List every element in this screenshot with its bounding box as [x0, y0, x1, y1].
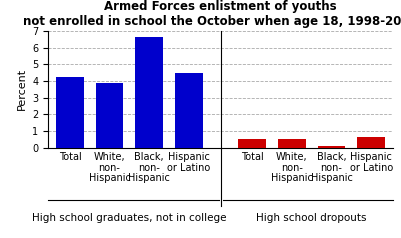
- Bar: [56, 77, 84, 148]
- Text: High school dropouts: High school dropouts: [257, 213, 367, 223]
- Bar: [318, 146, 345, 148]
- Bar: [96, 83, 124, 148]
- Bar: [238, 139, 266, 148]
- Bar: [135, 37, 163, 148]
- Y-axis label: Percent: Percent: [16, 68, 26, 110]
- Title: Armed Forces enlistment of youths
not enrolled in school the October when age 18: Armed Forces enlistment of youths not en…: [23, 0, 401, 28]
- Bar: [357, 137, 385, 148]
- Bar: [278, 139, 306, 148]
- Bar: [175, 73, 203, 148]
- Text: High school graduates, not in college: High school graduates, not in college: [32, 213, 227, 223]
